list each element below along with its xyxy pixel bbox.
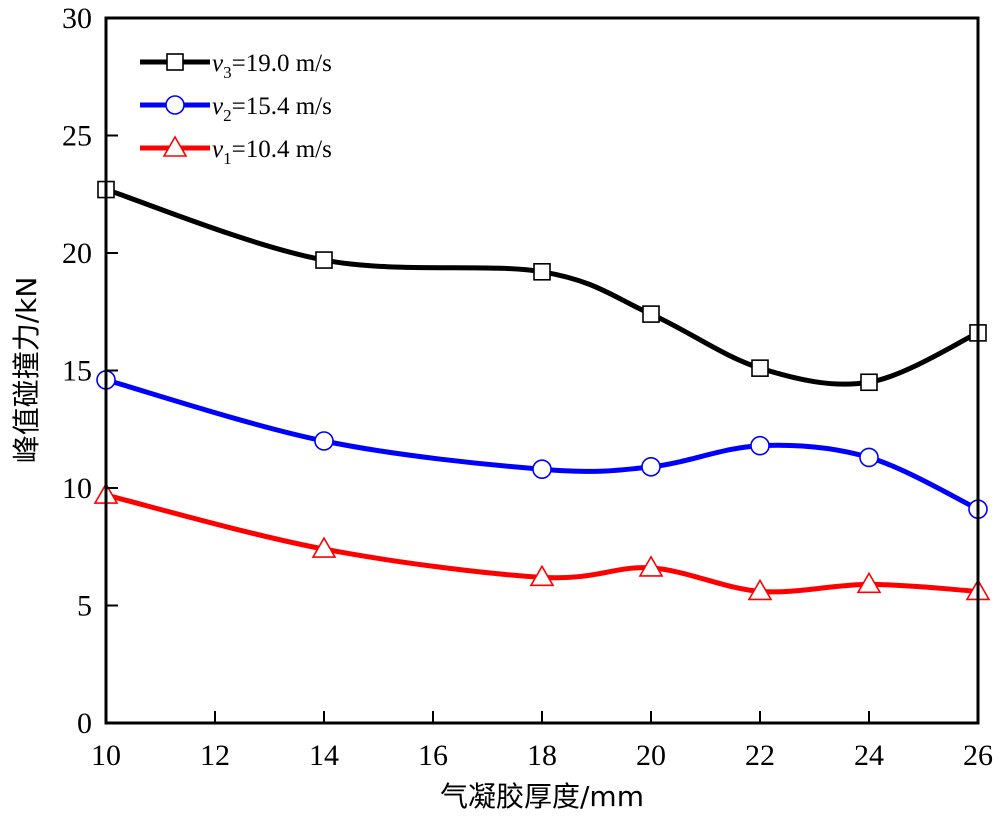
y-tick-label: 10 xyxy=(62,472,92,505)
series-circle xyxy=(96,370,988,519)
series-line xyxy=(105,187,980,387)
legend-marker xyxy=(166,53,184,71)
data-point-square xyxy=(533,262,551,281)
x-tick-label: 18 xyxy=(527,739,557,772)
x-tick-label: 22 xyxy=(745,739,775,772)
legend: v3=19.0 m/sv2=15.4 m/sv1=10.4 m/s xyxy=(140,50,332,168)
data-point-circle xyxy=(750,435,770,456)
data-point-circle xyxy=(314,431,334,451)
legend-marker xyxy=(165,95,185,115)
y-tick-label: 0 xyxy=(77,707,92,740)
x-tick-label: 12 xyxy=(200,739,230,772)
series-square xyxy=(97,180,987,392)
data-point-square xyxy=(860,373,878,392)
data-point-square xyxy=(315,251,333,269)
y-axis-title: 峰值碰撞力/kN xyxy=(10,277,43,464)
legend-subscript: 3 xyxy=(223,63,232,82)
legend-var: v xyxy=(212,50,224,77)
legend-label: v3=19.0 m/s xyxy=(212,50,332,82)
data-point-triangle xyxy=(638,555,664,577)
series-layer xyxy=(93,180,991,601)
legend-label: v2=15.4 m/s xyxy=(212,93,332,125)
legend-value: =10.4 m/s xyxy=(232,136,332,163)
plot-frame xyxy=(104,16,980,725)
legend-subscript: 2 xyxy=(223,106,232,125)
data-point-triangle xyxy=(311,536,337,558)
data-point-circle xyxy=(859,447,879,468)
x-tick-label: 24 xyxy=(854,739,884,772)
legend-item: v3=19.0 m/s xyxy=(140,50,332,82)
x-tick-label: 26 xyxy=(963,739,993,772)
legend-value: =19.0 m/s xyxy=(232,50,332,77)
legend-item: v2=15.4 m/s xyxy=(140,93,332,125)
data-point-triangle xyxy=(856,571,882,594)
data-point-square xyxy=(751,359,769,377)
legend-marker xyxy=(162,135,188,157)
y-tick-label: 25 xyxy=(62,120,92,153)
legend-var: v xyxy=(212,93,224,120)
x-tick-label: 16 xyxy=(418,739,448,772)
x-tick-label: 10 xyxy=(91,739,121,772)
legend-label: v1=10.4 m/s xyxy=(212,136,332,168)
y-tick-label: 5 xyxy=(77,590,92,623)
y-tick-label: 15 xyxy=(62,355,92,388)
legend-var: v xyxy=(212,136,224,163)
y-tick-label: 30 xyxy=(62,2,92,35)
y-tick-label: 20 xyxy=(62,237,92,270)
data-point-triangle xyxy=(747,578,773,601)
data-point-square xyxy=(642,305,660,323)
x-tick-label: 20 xyxy=(636,739,666,772)
x-axis-title: 气凝胶厚度/mm xyxy=(440,780,644,813)
legend-item: v1=10.4 m/s xyxy=(140,135,332,168)
series-triangle xyxy=(93,482,991,601)
data-point-circle xyxy=(641,457,661,477)
x-tick-label: 14 xyxy=(309,739,339,772)
legend-value: =15.4 m/s xyxy=(232,93,332,120)
legend-subscript: 1 xyxy=(223,149,232,168)
data-point-triangle xyxy=(529,564,555,587)
series-line xyxy=(105,377,980,512)
data-point-circle xyxy=(532,459,552,480)
